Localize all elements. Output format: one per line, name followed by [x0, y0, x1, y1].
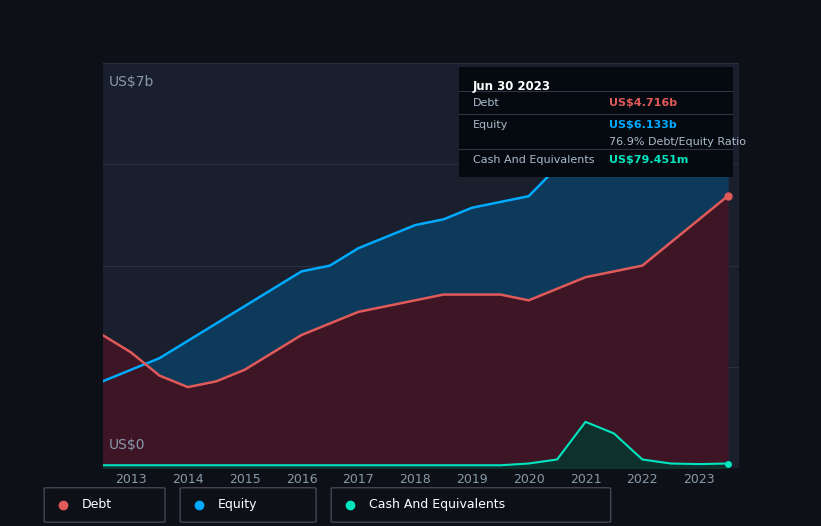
Text: US$4.716b: US$4.716b	[609, 98, 677, 108]
Text: Jun 30 2023: Jun 30 2023	[473, 80, 551, 93]
FancyBboxPatch shape	[44, 488, 165, 522]
Text: Debt: Debt	[473, 98, 499, 108]
Text: US$79.451m: US$79.451m	[609, 155, 689, 165]
Text: Cash And Equivalents: Cash And Equivalents	[369, 499, 505, 511]
Text: Cash And Equivalents: Cash And Equivalents	[473, 155, 594, 165]
Text: 76.9% Debt/Equity Ratio: 76.9% Debt/Equity Ratio	[609, 137, 746, 147]
Text: Equity: Equity	[218, 499, 258, 511]
Text: US$7b: US$7b	[109, 75, 154, 89]
Text: US$0: US$0	[109, 438, 145, 452]
FancyBboxPatch shape	[180, 488, 316, 522]
FancyBboxPatch shape	[331, 488, 611, 522]
Text: Debt: Debt	[82, 499, 112, 511]
Text: Equity: Equity	[473, 119, 508, 130]
Text: US$6.133b: US$6.133b	[609, 119, 677, 130]
